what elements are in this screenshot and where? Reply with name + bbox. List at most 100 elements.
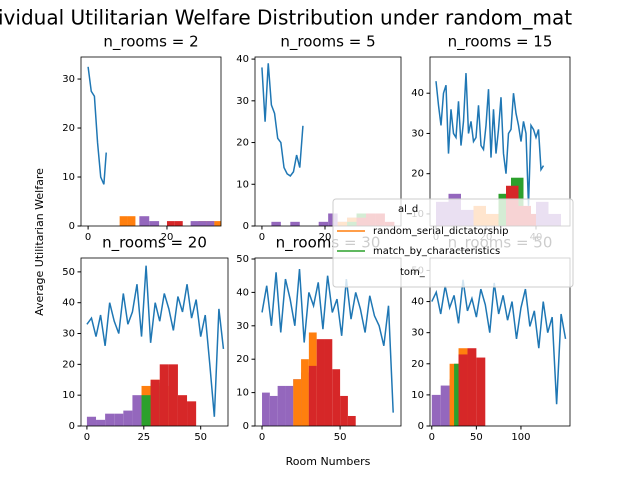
axes-frame [254, 257, 402, 427]
y-axis-label: Average Utilitarian Welfare [33, 168, 46, 316]
histogram-bar [316, 339, 325, 426]
plot-area [86, 265, 225, 426]
histogram-bar [476, 357, 486, 426]
y-tick-label: 20 [236, 138, 249, 149]
histogram-bar [105, 413, 115, 426]
y-tick-label: 20 [411, 169, 424, 180]
histogram-bar [166, 221, 175, 226]
histogram-bar [174, 221, 183, 226]
histogram-bar [449, 363, 459, 426]
line [261, 63, 304, 177]
x-tick-label: 50 [194, 432, 207, 443]
histogram-bar [168, 364, 178, 426]
x-tick-label: 20 [319, 232, 332, 243]
histogram-bar [285, 385, 294, 426]
y-tick-label: 40 [236, 287, 249, 298]
y-tick-label: 10 [236, 388, 249, 399]
plot-area [261, 268, 394, 426]
y-tick-label: 20 [411, 359, 424, 370]
histogram-bar [262, 392, 270, 426]
histogram-bar [132, 395, 142, 426]
histogram-bar [277, 385, 286, 426]
subplot-title: n_rooms = 15 [448, 33, 553, 52]
y-tick-label: 20 [62, 359, 75, 370]
histogram-bar [431, 394, 441, 426]
histogram-bar [96, 419, 106, 426]
subplot-title: n_rooms = 20 [102, 234, 207, 253]
histogram-bar [123, 410, 133, 426]
y-tick-label: 30 [411, 128, 424, 139]
legend-fragment: al_d [398, 204, 418, 215]
x-axis-label: Room Numbers [286, 455, 371, 468]
histogram-bar [141, 395, 151, 426]
histogram-bar [206, 221, 215, 226]
histogram-bar [149, 221, 160, 226]
x-tick-label: 0 [259, 432, 265, 443]
histogram-bar [290, 221, 300, 226]
y-tick-label: 30 [62, 329, 75, 340]
histogram-bar [308, 365, 317, 426]
histogram-bar [271, 221, 281, 226]
y-tick-label: 10 [62, 172, 75, 183]
histogram-bar [190, 221, 199, 226]
x-tick-label: 0 [85, 232, 91, 243]
histogram-bar [347, 415, 356, 426]
plot-area [87, 66, 221, 226]
histogram-bar [119, 216, 128, 226]
x-tick-label: 0 [84, 432, 90, 443]
y-tick-label: 0 [418, 421, 424, 432]
y-tick-label: 40 [411, 88, 424, 99]
histogram-bar [458, 354, 468, 426]
histogram-bar [150, 379, 160, 426]
histogram-bar [467, 348, 477, 426]
y-tick-label: 10 [236, 179, 249, 190]
line [435, 73, 545, 206]
y-tick-label: 20 [236, 354, 249, 365]
x-tick-label: 0 [429, 432, 435, 443]
axes-background [81, 57, 221, 226]
histogram-bar [114, 413, 124, 426]
y-tick-label: 0 [243, 221, 249, 232]
histogram-bar [139, 216, 150, 226]
axes-frame [80, 257, 229, 427]
line [431, 279, 567, 405]
y-tick-label: 30 [62, 74, 75, 85]
histogram-bar [187, 401, 197, 426]
line [86, 265, 225, 417]
y-tick-label: 0 [69, 221, 75, 232]
y-tick-label: 50 [236, 254, 249, 265]
histogram-bar [318, 221, 329, 226]
subplot-title: n_rooms = 5 [280, 33, 375, 52]
histogram-bar [293, 379, 302, 426]
histogram-bar [440, 385, 450, 426]
legend-box [332, 198, 574, 288]
x-tick-label: 100 [511, 432, 530, 443]
x-tick-label: 50 [334, 432, 347, 443]
legend-fragment: tom_ [400, 267, 426, 278]
y-tick-label: 40 [62, 298, 75, 309]
x-tick-label: 0 [259, 232, 265, 243]
histogram-bar [127, 216, 136, 226]
y-tick-label: 0 [243, 421, 249, 432]
legend-label: random_serial_dictatorship [373, 226, 508, 237]
histogram-bar [214, 221, 221, 226]
histogram-bar [177, 395, 188, 426]
axes-frame [80, 56, 222, 227]
y-tick-label: 0 [69, 421, 75, 432]
y-tick-label: 30 [236, 96, 249, 107]
figure-title: ividual Utilitarian Welfare Distribution… [0, 6, 572, 30]
x-tick-label: 25 [137, 432, 150, 443]
histogram-bar [159, 364, 169, 426]
histogram-bar [301, 359, 309, 426]
axes-frame [254, 56, 402, 227]
y-tick-label: 10 [62, 390, 75, 401]
plot-area [431, 279, 567, 426]
line [87, 66, 107, 185]
x-tick-label: 20 [161, 232, 174, 243]
histogram-bar [340, 395, 348, 426]
y-tick-label: 10 [411, 390, 424, 401]
x-tick-label: 50 [470, 432, 483, 443]
histogram-bar [86, 416, 97, 426]
y-tick-label: 40 [236, 54, 249, 65]
